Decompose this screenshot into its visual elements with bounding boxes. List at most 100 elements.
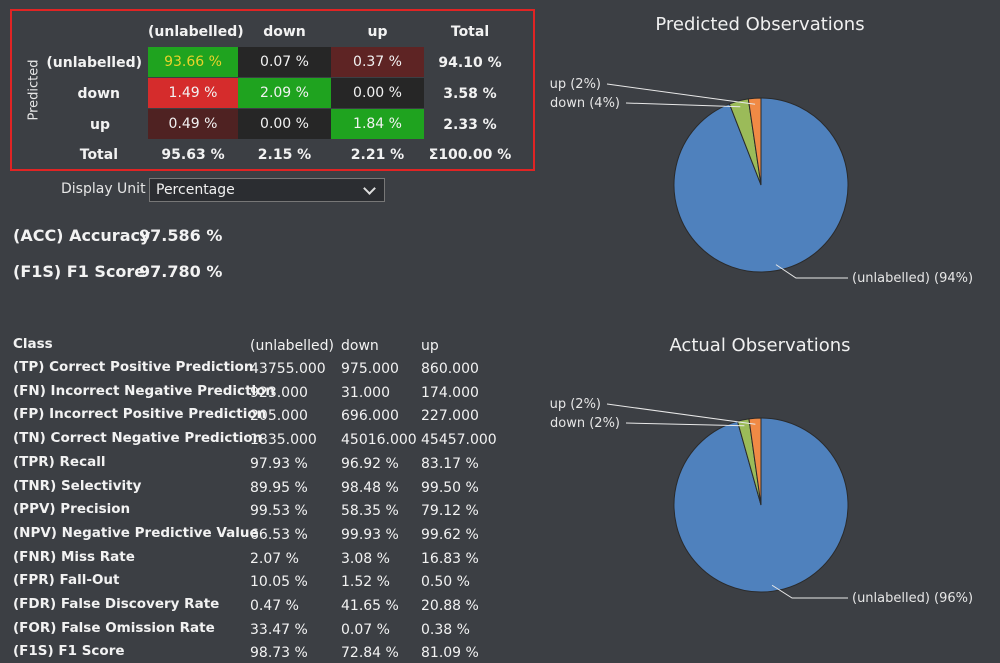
column-total: 2.15 % <box>257 147 312 163</box>
predicted-chart-title: Predicted Observations <box>655 14 865 35</box>
stats-row-label: (TP) Correct Positive Prediction <box>13 359 254 375</box>
stats-value: 99.50 % <box>421 479 479 496</box>
stats-value: 83.17 % <box>421 455 479 472</box>
stats-value: 43755.000 <box>250 361 326 377</box>
stats-row-label: (FOR) False Omission Rate <box>13 619 215 636</box>
grand-total: Σ100.00 % <box>428 147 512 163</box>
display-unit-label: Display Unit <box>61 181 146 197</box>
stats-value: 975.000 <box>341 361 399 377</box>
matrix-cell: 0.00 % <box>331 78 424 108</box>
row-total: 3.58 % <box>443 86 497 102</box>
stats-value: 98.73 % <box>250 645 308 662</box>
column-header-unlabelled: (unlabelled) <box>148 24 244 40</box>
stats-value: 696.000 <box>341 408 399 425</box>
stats-value: 98.48 % <box>341 479 399 496</box>
stats-value: 72.84 % <box>341 645 399 662</box>
pie-leader-line <box>606 83 756 105</box>
confusion-matrix <box>10 9 535 171</box>
row-header-unlabelled: (unlabelled) <box>46 55 142 71</box>
stats-value: 96.92 % <box>341 455 399 472</box>
stats-value: 99.93 % <box>341 526 399 543</box>
row-header-up: up <box>90 117 110 133</box>
stats-row-label: (FPR) Fall-Out <box>13 572 120 589</box>
stats-value: 2.07 % <box>250 550 299 567</box>
stats-value: 205.000 <box>250 408 308 425</box>
matrix-cell: 0.37 % <box>331 47 424 77</box>
display-unit-value: Percentage <box>156 182 235 198</box>
stats-value: 923.000 <box>250 384 308 401</box>
pie-slice-label: up (2%) <box>550 77 601 92</box>
stats-value: 41.65 % <box>341 598 399 614</box>
stats-column-header: up <box>421 338 439 354</box>
stats-row-label: (FDR) False Discovery Rate <box>13 596 220 612</box>
stats-value: 0.38 % <box>421 621 470 638</box>
pie-slice-label: (unlabelled) (96%) <box>852 591 973 606</box>
column-total: 95.63 % <box>161 147 225 163</box>
stats-value: 1.52 % <box>341 574 390 591</box>
stats-value: 58.35 % <box>341 503 399 520</box>
column-header-up: up <box>367 24 388 40</box>
stats-row-label: (FN) Incorrect Negative Prediction <box>13 382 276 399</box>
stats-class-header: Class <box>13 336 53 352</box>
pie-leader-line <box>625 102 741 108</box>
stats-value: 0.47 % <box>250 598 299 614</box>
matrix-cell: 0.07 % <box>238 47 331 77</box>
stats-row-label: (F1S) F1 Score <box>13 643 125 660</box>
stats-value: 66.53 % <box>250 526 308 543</box>
row-header-total: Total <box>79 147 118 163</box>
display-unit-select[interactable]: Percentage <box>149 178 385 202</box>
stats-value: 20.88 % <box>421 598 479 614</box>
stats-column-header: (unlabelled) <box>250 338 334 354</box>
stats-value: 33.47 % <box>250 621 308 638</box>
stats-value: 99.62 % <box>421 526 479 543</box>
pie-leader-line <box>625 422 745 427</box>
matrix-cell: 1.49 % <box>148 78 238 108</box>
stats-value: 45457.000 <box>421 432 497 449</box>
pie-slice-label: (unlabelled) (94%) <box>852 271 973 286</box>
stats-value: 10.05 % <box>250 574 308 591</box>
stats-value: 45016.000 <box>341 432 417 449</box>
column-total: 2.21 % <box>350 147 405 163</box>
pie-slice <box>747 97 762 186</box>
stats-value: 79.12 % <box>421 503 479 520</box>
pie-slice-label: up (2%) <box>550 397 601 412</box>
pie-slice-label: down (2%) <box>550 416 620 431</box>
stats-row-label: (FP) Incorrect Positive Prediction <box>13 406 267 423</box>
matrix-cell: 1.84 % <box>331 109 424 139</box>
pie-leader-line <box>775 264 848 279</box>
matrix-cell: 93.66 % <box>148 47 238 77</box>
stats-row-label: (TPR) Recall <box>13 453 106 470</box>
stats-row-label: (PPV) Precision <box>13 501 131 518</box>
stats-row-label: (TNR) Selectivity <box>13 477 142 494</box>
stats-row-label: (NPV) Negative Predictive Value <box>13 524 259 541</box>
pie-leader-line <box>771 584 848 599</box>
stats-value: 227.000 <box>421 408 479 425</box>
row-total: 2.33 % <box>443 117 497 133</box>
column-header-total: Total <box>450 24 490 40</box>
matrix-cell: 0.49 % <box>148 109 238 139</box>
stats-row-label: (FNR) Miss Rate <box>13 548 135 565</box>
stats-value: 174.000 <box>421 384 479 401</box>
stats-value: 0.50 % <box>421 574 470 591</box>
pie-slice-label: down (4%) <box>550 96 620 111</box>
stats-value: 3.08 % <box>341 550 390 567</box>
f1-score-value: 97.780 % <box>139 262 223 281</box>
actual-chart-title: Actual Observations <box>669 335 851 356</box>
stats-value: 97.93 % <box>250 455 308 472</box>
stats-value: 860.000 <box>421 361 479 377</box>
stats-value: 0.07 % <box>341 621 390 638</box>
pie-leader-line <box>606 403 756 425</box>
stats-value: 1835.000 <box>250 432 317 449</box>
column-header-down: down <box>263 24 306 40</box>
pie-slice <box>748 417 762 506</box>
matrix-cell: 2.09 % <box>238 78 331 108</box>
stats-value: 16.83 % <box>421 550 479 567</box>
stats-value: 99.53 % <box>250 503 308 520</box>
stats-value: 81.09 % <box>421 645 479 662</box>
f1-score-label: (F1S) F1 Score <box>13 262 146 281</box>
row-total: 94.10 % <box>438 55 502 71</box>
stats-value: 31.000 <box>341 384 390 401</box>
matrix-cell: 0.00 % <box>238 109 331 139</box>
stats-row-label: (TN) Correct Negative Prediction <box>13 430 263 447</box>
